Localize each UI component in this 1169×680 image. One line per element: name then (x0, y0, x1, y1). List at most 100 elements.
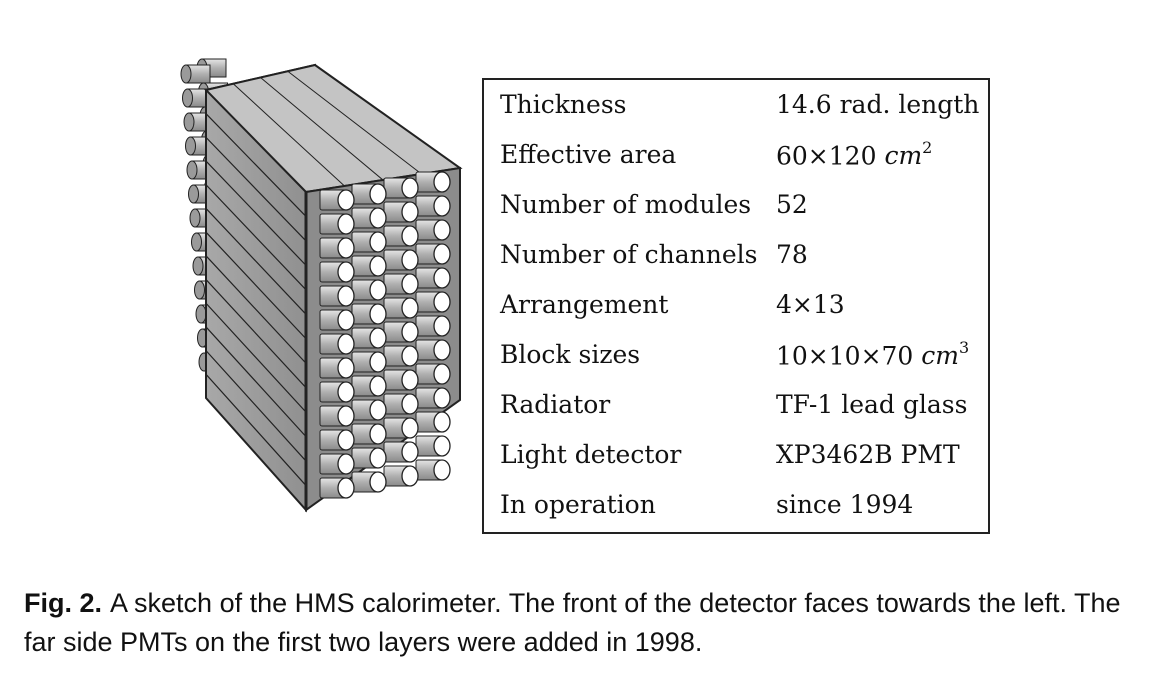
pmt-face (401, 465, 419, 487)
pmt-face (369, 423, 387, 445)
pmt-face (182, 88, 193, 108)
pmt-face (433, 435, 451, 457)
pmt-face (369, 183, 387, 205)
pmt-face (191, 232, 202, 252)
pmt-face (433, 243, 451, 265)
layer-line (205, 208, 307, 315)
column-line (287, 70, 422, 175)
figure-caption: Fig. 2. A sketch of the HMS calorimeter. … (24, 584, 1159, 662)
pmt-face (337, 189, 355, 211)
pmt-face (401, 273, 419, 295)
pmt-face (369, 399, 387, 421)
pmt-face (401, 369, 419, 391)
layer-line (205, 350, 307, 462)
table-row: Number of channels 78 (484, 232, 988, 282)
pmt-face (433, 315, 451, 337)
table-row: Number of modules 52 (484, 182, 988, 232)
row-label: Effective area (500, 140, 677, 169)
column-line (260, 77, 384, 181)
specifications-table: Thickness 14.6 rad. length Effective are… (482, 78, 990, 534)
unit: cm3 (921, 338, 970, 371)
pmt-face (401, 177, 419, 199)
pmt-face (369, 255, 387, 277)
pmt-face (337, 405, 355, 427)
row-value: TF-1 lead glass (776, 390, 968, 419)
pmt-face (401, 441, 419, 463)
calorimeter-sketch (180, 58, 463, 513)
pmt-face (401, 393, 419, 415)
pmt-face (369, 231, 387, 253)
column-line (232, 83, 345, 187)
table-row: Radiator TF-1 lead glass (484, 382, 988, 432)
pmt-face (369, 351, 387, 373)
unit: cm2 (884, 138, 933, 171)
layer-line (205, 231, 307, 340)
pmt-face (433, 339, 451, 361)
pmt-face (401, 321, 419, 343)
pmt-face (433, 171, 451, 193)
pmt-face (185, 136, 196, 156)
layer-line (205, 373, 307, 486)
table-row: Thickness 14.6 rad. length (484, 82, 988, 132)
pmt-face (401, 297, 419, 319)
pmt-face (337, 309, 355, 331)
pmt-face (337, 261, 355, 283)
figure-label: Fig. 2. (24, 588, 103, 618)
layer-line (205, 326, 307, 438)
pmt-face (433, 387, 451, 409)
pmt-face (401, 345, 419, 367)
table-row: Arrangement 4×13 (484, 282, 988, 332)
row-value: 4×13 (776, 290, 845, 319)
pmt-face (369, 279, 387, 301)
table-row: Effective area 60×120 cm2 (484, 132, 988, 182)
layer-line (205, 136, 307, 242)
row-label: Radiator (500, 390, 611, 419)
row-label: Block sizes (500, 340, 641, 369)
layer-line (205, 255, 307, 364)
pmt-face (188, 184, 199, 204)
pmt-face (369, 303, 387, 325)
layer-line (205, 160, 307, 266)
pmt-face (433, 291, 451, 313)
pmt-face (433, 267, 451, 289)
pmt-face (337, 237, 355, 259)
pmt-face (337, 357, 355, 379)
row-value: 52 (776, 190, 808, 219)
table-row: Block sizes 10×10×70 cm3 (484, 332, 988, 382)
row-label: Thickness (500, 90, 627, 119)
pmt-face (183, 112, 195, 132)
pmt-face (433, 363, 451, 385)
row-label: Arrangement (500, 290, 669, 319)
layer-line (205, 184, 307, 291)
near-side-pmts (319, 171, 451, 499)
pmt-face (194, 280, 205, 300)
pmt-face (401, 225, 419, 247)
pmt-face (337, 381, 355, 403)
pmt-face (337, 477, 355, 499)
layer-line (205, 279, 307, 389)
row-label: Number of modules (500, 190, 752, 219)
row-value: 14.6 rad. length (776, 90, 980, 119)
row-label: In operation (500, 490, 656, 519)
pmt-face (369, 471, 387, 493)
pmt-face (401, 201, 419, 223)
pmt-face (337, 453, 355, 475)
caption-text: A sketch of the HMS calorimeter. The fro… (24, 588, 1121, 657)
pmt-face (186, 160, 198, 180)
row-label: Light detector (500, 440, 682, 469)
pmt-face (337, 333, 355, 355)
pmt-face (195, 304, 207, 324)
table-row: In operation since 1994 (484, 482, 988, 532)
pmt-face (369, 375, 387, 397)
pmt-face (369, 207, 387, 229)
pmt-face (433, 219, 451, 241)
pmt-face (433, 411, 451, 433)
row-value: 10×10×70 cm3 (776, 338, 970, 371)
pmt-face (401, 417, 419, 439)
pmt-face (189, 208, 201, 228)
layer-line (205, 302, 307, 413)
pmt-face (180, 64, 192, 84)
pmt-face (433, 195, 451, 217)
layer-line (205, 113, 307, 217)
row-label: Number of channels (500, 240, 758, 269)
